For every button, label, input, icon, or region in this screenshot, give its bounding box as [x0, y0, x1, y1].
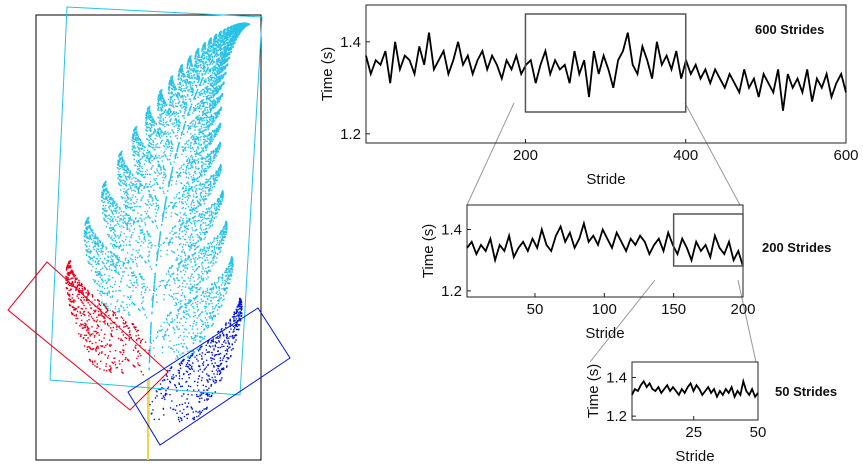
series-line — [466, 220, 744, 267]
fern-right-transform-box — [127, 307, 291, 446]
fern-main-frond — [83, 22, 251, 437]
zoom-connector-left-2 — [589, 279, 656, 363]
fern-points — [83, 22, 251, 437]
x-tick-label: 200 — [730, 301, 755, 318]
x-tick-label: 50 — [527, 301, 544, 318]
y-axis-label: Time (s) — [585, 364, 602, 418]
x-tick-label: 100 — [592, 301, 617, 318]
x-tick-label: 50 — [750, 424, 767, 441]
series-line — [631, 377, 759, 400]
y-tick-label: 1.2 — [606, 408, 627, 425]
y-tick-label: 1.4 — [606, 369, 627, 386]
panel-600-strides: 200 400 600 1.2 1.4 600 Strides Stride Time … — [319, 4, 859, 188]
zoom-box — [524, 13, 687, 113]
x-axis-label: Stride — [586, 171, 625, 188]
zoom-connector-left-1 — [466, 102, 515, 206]
zoom-connector-right-1 — [684, 102, 741, 206]
fern-fractal — [7, 6, 291, 461]
chart-title: 50 Strides — [775, 384, 837, 399]
x-tick-label: 600 — [833, 147, 858, 164]
chart-title: 600 Strides — [755, 22, 824, 37]
series-line — [365, 32, 847, 111]
y-axis-label: Time (s) — [420, 224, 437, 278]
fern-points — [65, 260, 150, 376]
y-tick-label: 1.2 — [340, 126, 361, 143]
x-tick-label: 400 — [673, 147, 698, 164]
fern-right-leaflet — [149, 297, 243, 423]
y-tick-label: 1.4 — [441, 222, 462, 239]
x-tick-label: 150 — [661, 301, 686, 318]
x-tick-label: 25 — [685, 424, 702, 441]
chart-title: 200 Strides — [762, 240, 831, 255]
panel-50-strides: 25 50 1.2 1.4 50 Strides Stride Time (s) — [585, 361, 837, 465]
panel-200-strides: 50 100 150 200 1.2 1.4 200 Strides Stride Tim… — [420, 204, 831, 342]
y-tick-label: 1.4 — [340, 34, 361, 51]
y-tick-label: 1.2 — [441, 283, 462, 300]
zoom-connector-right-2 — [737, 279, 757, 363]
y-axis-label: Time (s) — [319, 47, 336, 101]
plot-frame — [631, 361, 759, 421]
fern-points — [149, 297, 243, 423]
fern-left-transform-box — [7, 261, 169, 411]
x-tick-label: 200 — [513, 147, 538, 164]
fern-left-leaflet — [65, 260, 150, 376]
plot-frame — [365, 4, 847, 144]
fern-main-transform-box — [49, 6, 263, 396]
zoom-box — [672, 213, 744, 267]
x-axis-label: Stride — [585, 325, 624, 342]
x-axis-label: Stride — [675, 448, 714, 465]
